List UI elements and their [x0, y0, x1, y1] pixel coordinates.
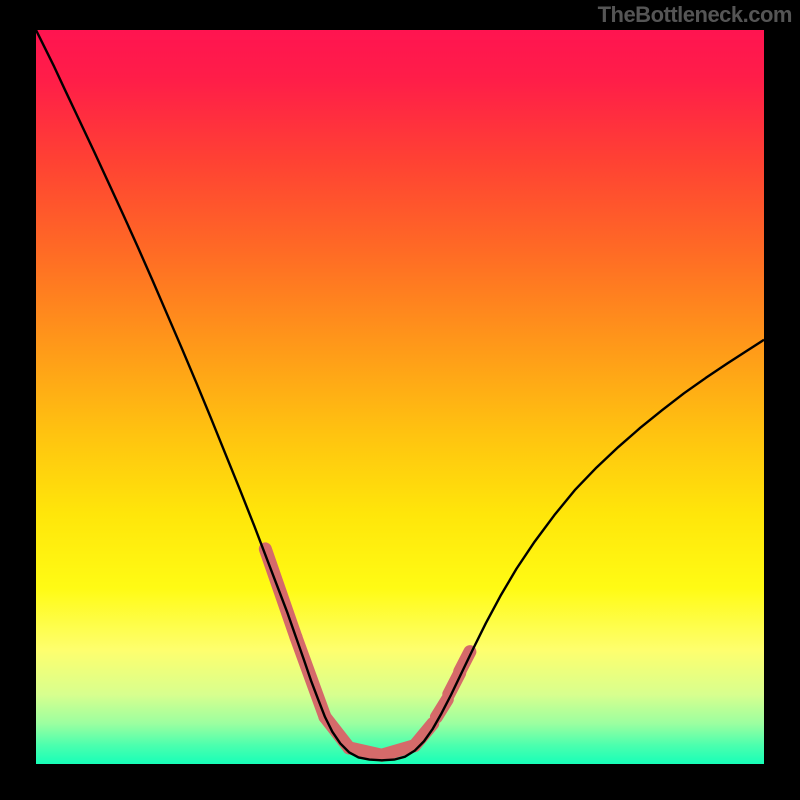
- chart-stage: TheBottleneck.com: [0, 0, 800, 800]
- bottleneck-chart-svg: [36, 30, 764, 764]
- attribution-label: TheBottleneck.com: [598, 2, 792, 28]
- bottleneck-chart: [36, 30, 764, 764]
- gradient-background: [36, 30, 764, 764]
